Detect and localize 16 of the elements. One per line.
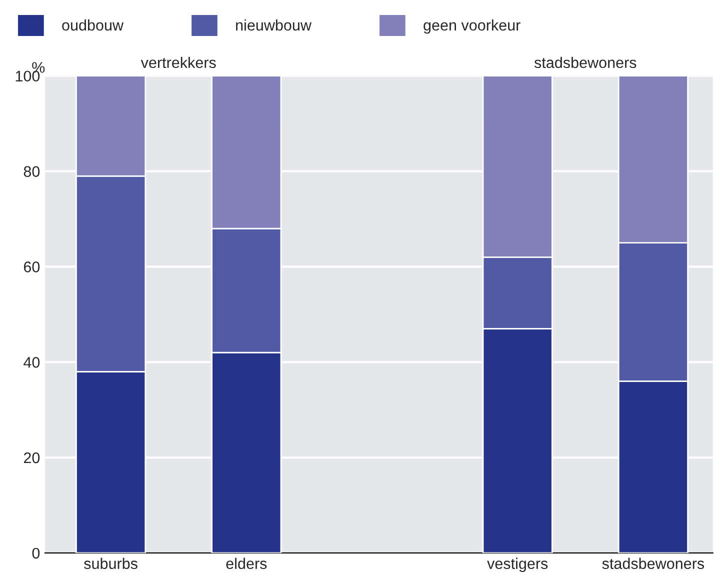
y-tick-label: 40 <box>24 356 40 368</box>
y-tick-label: 80 <box>24 166 40 177</box>
y-tick-label: 100 <box>16 70 40 82</box>
y-axis-title: % <box>32 62 45 73</box>
x-tick-label: stadsbewoners <box>602 558 704 570</box>
x-tick-label: suburbs <box>84 558 138 570</box>
y-tick-label: 20 <box>24 452 40 464</box>
x-tick-label: vestigers <box>487 558 548 572</box>
x-tick-label: elders <box>226 558 267 570</box>
text: vertrekkers <box>140 56 216 68</box>
y-tick-label: 0 <box>32 548 40 559</box>
legend-label: nieuwbouw <box>236 19 312 31</box>
y-tick-label: 60 <box>24 262 40 272</box>
text: stadsbewoners <box>534 56 636 68</box>
legend-label: oudbouw <box>62 19 124 31</box>
legend-label: geen voorkeur <box>424 19 520 34</box>
